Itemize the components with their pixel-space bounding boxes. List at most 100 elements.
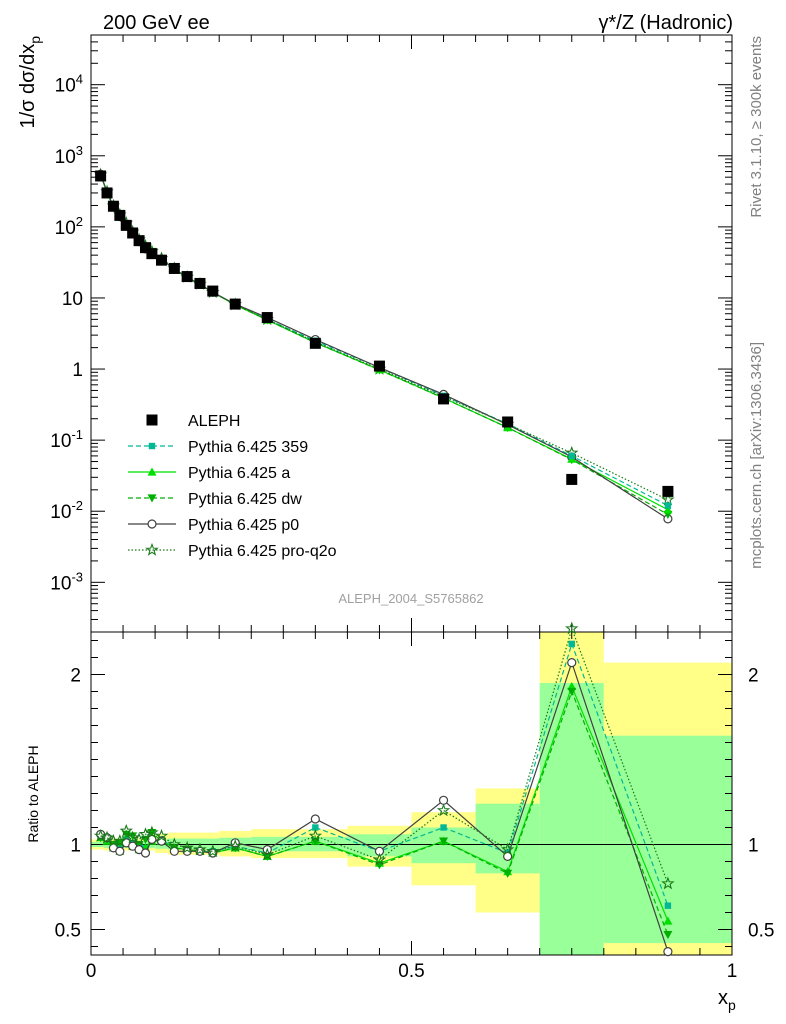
ratio-point-proq2o — [180, 840, 194, 854]
x-axis-label: xp — [718, 987, 736, 1013]
series-proq2o — [100, 174, 669, 501]
analysis-watermark: ALEPH_2004_S5765862 — [338, 591, 483, 606]
point-data — [146, 248, 158, 260]
ratio-point-p0 — [310, 814, 320, 824]
legend-label-p359: Pythia 6.425 359 — [188, 439, 308, 456]
legend-label-a: Pythia 6.425 a — [188, 465, 290, 482]
point-data — [120, 219, 132, 231]
ratio-series-p0 — [96, 657, 673, 957]
ratio-point-proq2o — [193, 842, 207, 856]
markers-a — [96, 170, 673, 514]
ratio-point-proq2o — [145, 825, 159, 839]
point-data — [101, 187, 113, 199]
ratio-point-p0 — [567, 657, 577, 668]
main-y-tick-label: 104 — [55, 72, 83, 97]
ratio-y-tick-label-left: 2 — [70, 666, 81, 687]
ratio-line-proq2o — [100, 626, 669, 884]
point-data — [107, 200, 119, 212]
legend-label-dw: Pythia 6.425 dw — [188, 491, 302, 508]
point-data — [133, 235, 145, 247]
ratio-uncertainty-bands — [91, 632, 732, 955]
ratio-point-dw — [663, 931, 673, 940]
legend-marker-dw — [147, 494, 157, 503]
markers-data — [95, 170, 674, 497]
ratio-band-inner — [603, 735, 732, 944]
ratio-point-proq2o — [167, 837, 182, 851]
rivet-side-label: Rivet 3.1.10, ≥ 300k events — [748, 36, 765, 218]
ratio-point-dw — [567, 687, 577, 696]
ratio-point-p0 — [663, 946, 673, 957]
point-p359 — [664, 502, 672, 509]
markers-proq2o — [93, 167, 675, 506]
ratio-point-p359 — [440, 824, 447, 831]
main-y-tick-label: 102 — [55, 214, 83, 239]
markers-p359 — [97, 171, 672, 509]
ratio-line-p0 — [100, 660, 669, 952]
point-proq2o — [661, 492, 675, 506]
main-panel-frame: 10-3 10-2 10-1 1 10 102 103 104 1/σ dσ/dxp — [17, 34, 733, 633]
ratio-point-proq2o — [113, 834, 127, 847]
point-data — [261, 312, 273, 324]
series-line-p0 — [100, 173, 669, 520]
series-p0 — [100, 173, 669, 520]
point-data — [229, 298, 241, 310]
point-data — [207, 285, 219, 297]
point-data — [181, 271, 193, 283]
ratio-point-proq2o — [119, 823, 133, 837]
legend-entry-a: Pythia 6.425 a — [128, 465, 290, 482]
ratio-point-proq2o — [93, 828, 108, 842]
legend-marker-proq2o — [145, 542, 159, 556]
main-y-tick-label: 1 — [72, 360, 83, 381]
ratio-point-proq2o — [154, 828, 169, 842]
ratio-point-proq2o — [500, 842, 515, 856]
point-data — [662, 485, 674, 497]
ratio-band-inner — [539, 683, 604, 955]
x-tick-label: 1 — [727, 961, 738, 982]
x-tick-label: 0 — [86, 961, 97, 982]
legend-marker-p359 — [148, 442, 156, 450]
point-data — [139, 242, 151, 254]
series-a — [100, 174, 669, 511]
ratio-point-dw — [503, 869, 513, 878]
markers-p0 — [96, 169, 673, 524]
title-right: γ*/Z (Hadronic) — [599, 12, 733, 34]
ratio-point-p359 — [664, 902, 672, 909]
legend: ALEPH Pythia 6.425 359 Pythia 6.425 a Pythi… — [128, 413, 337, 560]
series-line-p359 — [100, 174, 669, 507]
legend-entry-proq2o: Pythia 6.425 pro-q2o — [128, 542, 337, 560]
ratio-series-group — [93, 621, 675, 957]
ratio-point-proq2o — [372, 852, 387, 866]
main-y-tick-label: 10-1 — [50, 427, 83, 452]
ratio-band-inner — [475, 803, 540, 874]
labels-group: 200 GeV ee γ*/Z (Hadronic) ALEPH_2004_S5… — [25, 12, 765, 843]
ratio-point-a — [663, 916, 673, 925]
ratio-point-dw — [439, 837, 449, 846]
point-data — [309, 337, 321, 349]
ratio-y-tick-label-right: 0.5 — [748, 921, 774, 942]
ratio-point-dw — [128, 832, 138, 841]
ratio-point-p359 — [568, 640, 575, 648]
ratio-point-p0 — [438, 795, 449, 805]
legend-entry-data: ALEPH — [146, 413, 240, 430]
ratio-y-tick-label-left: 0.5 — [55, 921, 81, 942]
point-data — [168, 262, 180, 274]
legend-label-proq2o: Pythia 6.425 pro-q2o — [188, 543, 337, 560]
legend-label-p0: Pythia 6.425 p0 — [188, 517, 299, 534]
point-a — [663, 505, 673, 514]
mcplots-side-label: mcplots.cern.ch [arXiv:1306.3436] — [748, 342, 765, 569]
main-y-tick-label: 103 — [55, 143, 83, 168]
ratio-band-inner — [347, 834, 412, 857]
point-data — [194, 277, 206, 289]
legend-marker-p0 — [147, 519, 157, 529]
ratio-point-proq2o — [436, 803, 451, 817]
legend-label-data: ALEPH — [188, 413, 240, 430]
ratio-line-dw — [100, 689, 669, 935]
legend-entry-p359: Pythia 6.425 359 — [128, 439, 308, 456]
ratio-point-proq2o — [100, 830, 114, 844]
ratio-point-proq2o — [260, 847, 275, 861]
legend-entry-p0: Pythia 6.425 p0 — [128, 517, 299, 534]
point-p359 — [568, 452, 575, 460]
main-y-axis-label: 1/σ dσ/dxp — [17, 36, 43, 129]
title-left: 200 GeV ee — [103, 12, 210, 34]
